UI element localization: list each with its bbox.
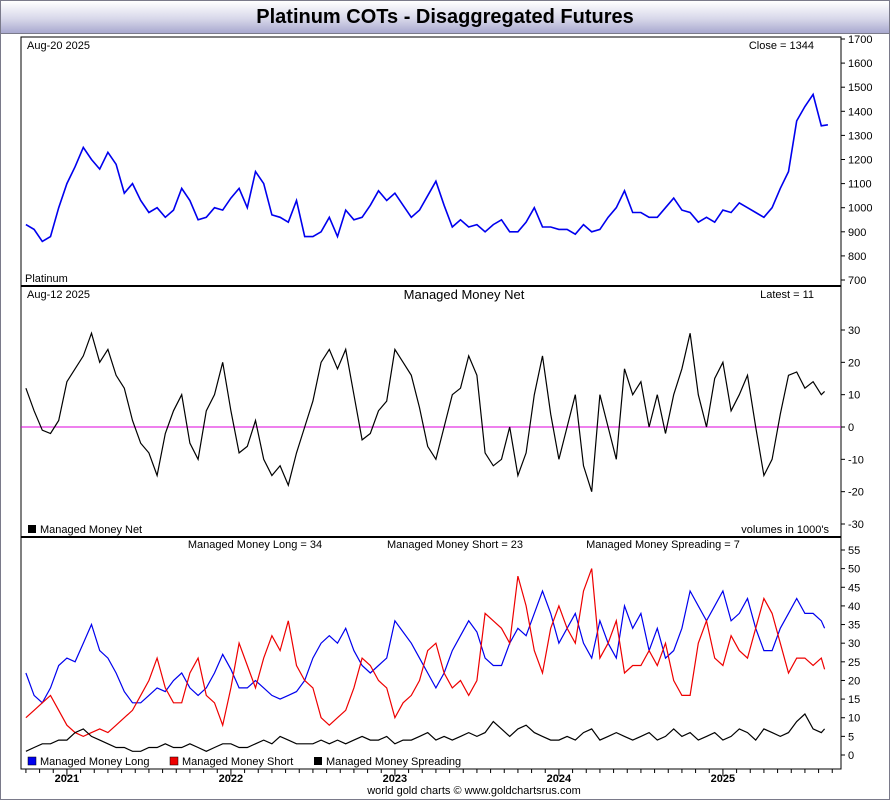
x-year-label: 2025 (711, 773, 735, 785)
components-ytick-label: 30 (848, 638, 860, 650)
x-axis: 2021 2022 2023 2024 2025 (25, 769, 833, 785)
net-ytick-label: 20 (848, 357, 860, 369)
price-series-line (25, 92, 829, 243)
legend-swatch-long (27, 756, 37, 766)
price-ytick-label: 800 (848, 251, 866, 263)
price-date-label: Aug-20 2025 (27, 40, 90, 52)
price-ytick-label: 1500 (848, 82, 872, 94)
components-ytick-label: 50 (848, 564, 860, 576)
components-ytick-label: 45 (848, 582, 860, 594)
net-ytick-label: -30 (848, 519, 864, 531)
x-year-label: 2023 (383, 773, 407, 785)
components-ytick-label: 15 (848, 694, 860, 706)
managed-money-components-panel: 0 5 10 15 20 25 30 35 40 45 50 55 (25, 545, 860, 762)
net-ytick-label: 30 (848, 325, 860, 337)
price-panel: 700 800 900 1000 1100 1200 1300 1400 1500 1600 170… (25, 34, 872, 287)
net-legend-swatch (28, 525, 36, 533)
price-ytick-label: 1000 (848, 203, 872, 215)
net-latest-label: Latest = 11 (760, 289, 814, 301)
components-ytick-label: 35 (848, 620, 860, 632)
legend-swatch-short (169, 756, 179, 766)
components-ytick-label: 20 (848, 675, 860, 687)
net-ytick-label: 10 (848, 390, 860, 402)
price-ytick-label: 1200 (848, 155, 872, 167)
long-series-line (25, 589, 826, 704)
price-ytick-label: 700 (848, 275, 866, 287)
net-series-line (25, 331, 826, 492)
footer-credit: world gold charts © www.goldchartsrus.co… (366, 785, 581, 797)
x-year-label: 2021 (55, 773, 79, 785)
price-panel-frame (20, 36, 842, 287)
spreading-latest-label: Managed Money Spreading = 7 (586, 539, 740, 551)
short-series-line (25, 568, 826, 738)
chart-title: Platinum COTs - Disaggregated Futures (1, 1, 889, 34)
price-ytick-label: 1400 (848, 106, 872, 118)
components-ytick-label: 5 (848, 731, 854, 743)
legend-label-long: Managed Money Long (40, 756, 149, 768)
volumes-unit-label: volumes in 1000's (741, 524, 829, 536)
short-latest-label: Managed Money Short = 23 (387, 539, 523, 551)
price-series-label: Platinum (25, 273, 68, 285)
net-ytick-label: -20 (848, 487, 864, 499)
legend-label-spreading: Managed Money Spreading (326, 756, 461, 768)
components-ytick-label: 0 (848, 750, 854, 762)
price-ytick-label: 1100 (848, 179, 872, 191)
long-latest-label: Managed Money Long = 34 (188, 539, 322, 551)
net-ytick-label: 0 (848, 422, 854, 434)
price-ytick-label: 1700 (848, 34, 872, 46)
spreading-series-line (25, 713, 826, 752)
net-date-label: Aug-12 2025 (27, 289, 90, 301)
components-panel-frame (20, 536, 842, 770)
legend-swatch-spreading (314, 757, 322, 765)
price-close-label: Close = 1344 (749, 40, 814, 52)
managed-money-net-panel: -30 -20 -10 0 10 20 30 (21, 325, 864, 531)
price-ytick-label: 1600 (848, 58, 872, 70)
components-ytick-label: 40 (848, 601, 860, 613)
x-year-label: 2022 (219, 773, 243, 785)
price-ytick-label: 900 (848, 227, 866, 239)
net-panel-title: Managed Money Net (404, 287, 525, 302)
net-legend-label: Managed Money Net (40, 524, 142, 536)
components-ytick-label: 25 (848, 657, 860, 669)
components-ytick-label: 55 (848, 545, 860, 557)
components-ytick-label: 10 (848, 713, 860, 725)
legend-label-short: Managed Money Short (182, 756, 293, 768)
price-ytick-label: 1300 (848, 130, 872, 142)
net-ytick-label: -10 (848, 454, 864, 466)
net-panel-frame (20, 285, 842, 538)
x-year-label: 2024 (547, 773, 572, 785)
